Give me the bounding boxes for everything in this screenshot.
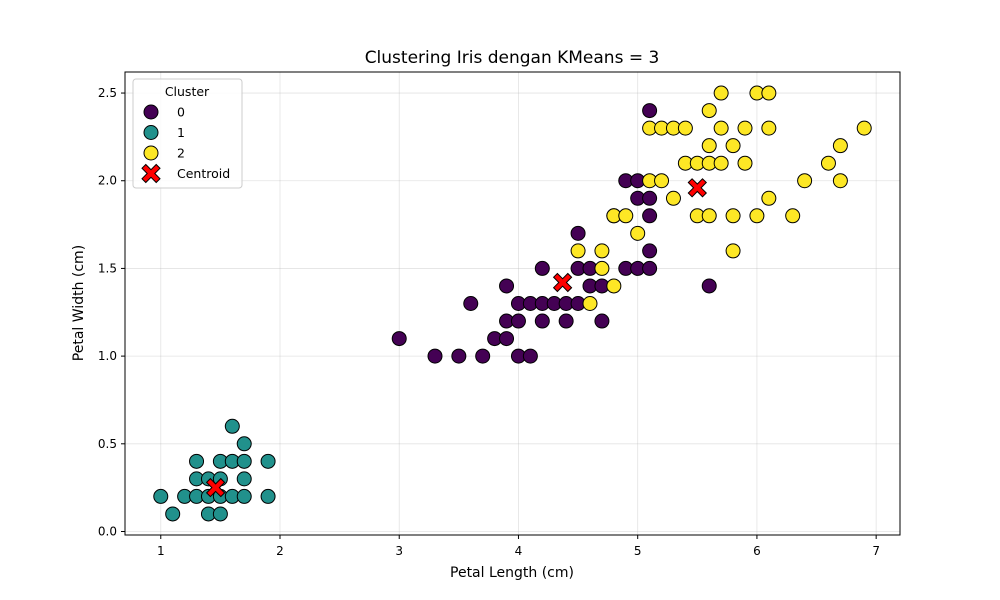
x-tick-label: 5: [634, 544, 642, 558]
data-point-cluster-1: [236, 471, 252, 487]
data-point-cluster-0: [594, 313, 610, 329]
data-point-cluster-0: [570, 225, 586, 241]
data-point-cluster-1: [236, 453, 252, 469]
data-point-cluster-0: [558, 313, 574, 329]
data-point-cluster-2: [725, 243, 741, 259]
centroid-marker: [552, 272, 573, 293]
data-point-cluster-2: [701, 208, 717, 224]
data-point-cluster-0: [451, 348, 467, 364]
y-tick-label: 0.5: [98, 437, 117, 451]
y-tick-label: 2.0: [98, 174, 117, 188]
plot-frame: [124, 71, 901, 536]
data-point-cluster-2: [701, 103, 717, 119]
x-tick-label: 6: [753, 544, 761, 558]
y-axis-label: Petal Width (cm): [71, 245, 87, 361]
x-tick-label: 2: [276, 544, 284, 558]
data-point-cluster-2: [713, 120, 729, 136]
data-point-cluster-2: [582, 296, 598, 311]
data-point-cluster-0: [642, 103, 658, 119]
legend-label: Centroid: [177, 166, 230, 181]
centroid-markers: [205, 178, 708, 498]
y-tick-label: 1.5: [98, 261, 117, 275]
x-tick-label: 4: [515, 544, 523, 558]
data-point-cluster-0: [642, 243, 658, 259]
y-axis-ticks: 0.0 0.5 1.0 1.5 2.0 2.5: [98, 86, 125, 538]
y-tick-label: 0.0: [98, 524, 117, 538]
data-point-cluster-2: [594, 243, 610, 259]
data-point-cluster-1: [212, 506, 228, 522]
data-point-cluster-0: [701, 278, 717, 294]
data-point-cluster-2: [820, 155, 836, 171]
data-point-cluster-2: [713, 85, 729, 101]
data-point-cluster-2: [725, 208, 741, 224]
data-point-cluster-0: [642, 190, 658, 206]
centroid-marker: [687, 178, 708, 198]
data-point-cluster-1: [236, 488, 252, 504]
legend-label: 0: [177, 105, 185, 120]
centroid-marker: [205, 477, 226, 498]
data-point-cluster-2: [570, 243, 586, 259]
y-tick-label: 1.0: [98, 349, 117, 363]
data-point-cluster-1: [236, 436, 252, 452]
data-point-cluster-0: [642, 260, 658, 276]
data-point-cluster-2: [797, 173, 813, 189]
x-tick-label: 7: [872, 544, 880, 558]
data-point-cluster-1: [260, 453, 276, 469]
data-point-cluster-2: [856, 120, 872, 136]
data-point-cluster-0: [642, 208, 658, 224]
legend: Cluster 0 1 2 Centroid: [132, 78, 243, 189]
data-point-cluster-0: [391, 331, 407, 347]
data-point-cluster-2: [630, 225, 646, 241]
data-points: [153, 85, 872, 522]
data-point-cluster-2: [761, 120, 777, 136]
data-point-cluster-2: [832, 173, 848, 189]
data-point-cluster-0: [499, 331, 515, 347]
data-point-cluster-2: [654, 173, 670, 189]
data-point-cluster-2: [594, 260, 610, 276]
chart-title: Clustering Iris dengan KMeans = 3: [365, 48, 660, 68]
legend-title: Cluster: [165, 84, 210, 99]
legend-box: [132, 78, 243, 189]
data-point-cluster-0: [463, 296, 479, 311]
legend-marker-1: [143, 125, 159, 140]
data-point-cluster-2: [677, 120, 693, 136]
data-point-cluster-2: [761, 190, 777, 206]
legend-items: 0 1 2 Centroid: [141, 104, 230, 184]
data-point-cluster-0: [522, 348, 538, 364]
x-axis-label: Petal Length (cm): [450, 565, 574, 581]
data-point-cluster-2: [725, 138, 741, 154]
y-tick-label: 2.5: [98, 86, 117, 100]
data-point-cluster-2: [618, 208, 634, 224]
data-point-cluster-0: [499, 278, 515, 294]
data-point-cluster-1: [189, 453, 205, 469]
data-point-cluster-2: [665, 190, 681, 206]
data-point-cluster-0: [475, 348, 491, 364]
data-point-cluster-1: [153, 488, 169, 504]
x-axis-ticks: 1 2 3 4 5 6 7: [157, 535, 880, 558]
legend-label: 2: [177, 146, 185, 161]
legend-marker-centroid: [141, 163, 161, 184]
data-point-cluster-2: [832, 138, 848, 154]
data-point-cluster-0: [534, 313, 550, 329]
data-point-cluster-2: [749, 208, 765, 224]
data-point-cluster-2: [713, 155, 729, 171]
data-point-cluster-1: [224, 418, 240, 434]
x-tick-label: 1: [157, 544, 165, 558]
data-point-cluster-0: [427, 348, 443, 364]
legend-marker-0: [143, 104, 159, 120]
legend-marker-2: [143, 145, 159, 161]
legend-label: 1: [177, 125, 185, 140]
data-point-cluster-1: [260, 488, 276, 504]
data-point-cluster-2: [606, 278, 622, 294]
data-point-cluster-2: [737, 120, 753, 136]
x-tick-label: 3: [395, 544, 403, 558]
data-point-cluster-2: [785, 208, 801, 224]
data-point-cluster-2: [701, 138, 717, 154]
data-point-cluster-0: [534, 260, 550, 276]
data-point-cluster-2: [761, 85, 777, 101]
data-point-cluster-2: [737, 155, 753, 171]
data-point-cluster-0: [510, 313, 526, 329]
data-point-cluster-1: [165, 506, 181, 522]
